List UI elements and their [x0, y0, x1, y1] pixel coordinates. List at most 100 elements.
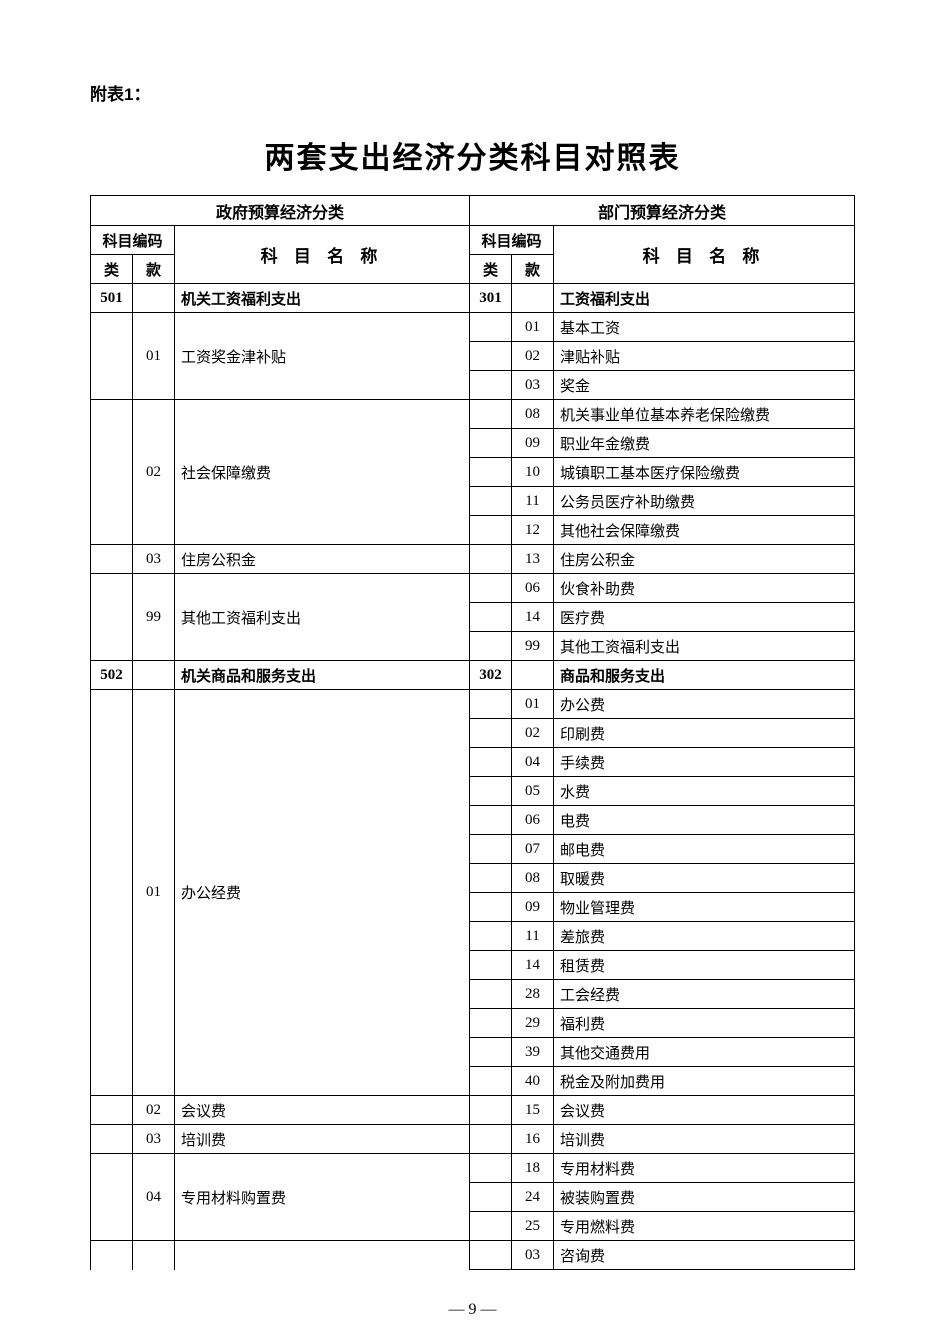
- header-gov-lei: 类: [91, 255, 133, 284]
- cell-dept-kuan: 01: [512, 313, 554, 342]
- table-header: 政府预算经济分类 部门预算经济分类 科目编码 科 目 名 称 科目编码 科 目 …: [91, 196, 855, 284]
- cell-dept-lei: [470, 1067, 512, 1096]
- cell-dept-lei: [470, 1038, 512, 1067]
- cell-dept-name: 工会经费: [554, 980, 855, 1009]
- cell-dept-name: 工资福利支出: [554, 284, 855, 313]
- cell-dept-lei: [470, 864, 512, 893]
- cell-dept-kuan: 99: [512, 632, 554, 661]
- cell-dept-lei: [470, 371, 512, 400]
- header-gov-group: 政府预算经济分类: [91, 196, 470, 226]
- cell-gov-name: 社会保障缴费: [175, 400, 470, 545]
- cell-dept-kuan: 10: [512, 458, 554, 487]
- cell-dept-name: 税金及附加费用: [554, 1067, 855, 1096]
- cell-gov-kuan: 03: [133, 545, 175, 574]
- cell-dept-kuan: 06: [512, 806, 554, 835]
- cell-dept-name: 专用燃料费: [554, 1212, 855, 1241]
- cell-dept-lei: [470, 487, 512, 516]
- cell-dept-lei: [470, 777, 512, 806]
- cell-dept-lei: [470, 1241, 512, 1270]
- cell-gov-name: 培训费: [175, 1125, 470, 1154]
- cell-dept-name: 咨询费: [554, 1241, 855, 1270]
- cell-dept-lei: [470, 603, 512, 632]
- cell-dept-kuan: 39: [512, 1038, 554, 1067]
- cell-dept-kuan: 08: [512, 864, 554, 893]
- cell-dept-name: 租赁费: [554, 951, 855, 980]
- cell-dept-name: 手续费: [554, 748, 855, 777]
- cell-dept-kuan: 29: [512, 1009, 554, 1038]
- cell-gov-name: 住房公积金: [175, 545, 470, 574]
- cell-dept-name: 邮电费: [554, 835, 855, 864]
- cell-dept-kuan: 14: [512, 603, 554, 632]
- cell-dept-lei: [470, 516, 512, 545]
- cell-gov-lei: [91, 1241, 133, 1270]
- cell-dept-name: 基本工资: [554, 313, 855, 342]
- table-row: 03培训费16培训费: [91, 1125, 855, 1154]
- cell-dept-lei: [470, 719, 512, 748]
- cell-dept-lei: [470, 835, 512, 864]
- cell-dept-kuan: 02: [512, 342, 554, 371]
- header-dept-group: 部门预算经济分类: [470, 196, 855, 226]
- cell-gov-lei: [91, 545, 133, 574]
- page-title: 两套支出经济分类科目对照表: [90, 133, 855, 177]
- cell-dept-name: 电费: [554, 806, 855, 835]
- cell-gov-lei: 501: [91, 284, 133, 313]
- cell-dept-name: 办公费: [554, 690, 855, 719]
- cell-gov-kuan: 04: [133, 1154, 175, 1241]
- cell-dept-name: 水费: [554, 777, 855, 806]
- cell-dept-kuan: 09: [512, 893, 554, 922]
- cell-dept-kuan: 02: [512, 719, 554, 748]
- cell-dept-kuan: [512, 284, 554, 313]
- cell-dept-lei: 301: [470, 284, 512, 313]
- cell-dept-name: 专用材料费: [554, 1154, 855, 1183]
- cell-dept-lei: [470, 1183, 512, 1212]
- cell-dept-kuan: 08: [512, 400, 554, 429]
- cell-dept-name: 差旅费: [554, 922, 855, 951]
- cell-dept-kuan: 06: [512, 574, 554, 603]
- cell-dept-name: 伙食补助费: [554, 574, 855, 603]
- table-row: 99其他工资福利支出06伙食补助费: [91, 574, 855, 603]
- cell-gov-kuan: [133, 1241, 175, 1270]
- cell-dept-kuan: 01: [512, 690, 554, 719]
- comparison-table: 政府预算经济分类 部门预算经济分类 科目编码 科 目 名 称 科目编码 科 目 …: [90, 195, 855, 1270]
- cell-gov-kuan: 03: [133, 1125, 175, 1154]
- cell-gov-lei: [91, 690, 133, 1096]
- table-row: 04专用材料购置费18专用材料费: [91, 1154, 855, 1183]
- cell-dept-kuan: 16: [512, 1125, 554, 1154]
- cell-dept-kuan: 15: [512, 1096, 554, 1125]
- header-gov-kuan: 款: [133, 255, 175, 284]
- table-row: 01工资奖金津补贴01基本工资: [91, 313, 855, 342]
- cell-dept-lei: [470, 400, 512, 429]
- header-gov-name: 科 目 名 称: [175, 226, 470, 284]
- cell-dept-lei: [470, 980, 512, 1009]
- cell-dept-kuan: 04: [512, 748, 554, 777]
- cell-dept-kuan: 11: [512, 922, 554, 951]
- cell-dept-lei: [470, 632, 512, 661]
- cell-dept-name: 公务员医疗补助缴费: [554, 487, 855, 516]
- cell-dept-name: 福利费: [554, 1009, 855, 1038]
- cell-dept-name: 职业年金缴费: [554, 429, 855, 458]
- cell-dept-lei: [470, 748, 512, 777]
- cell-dept-kuan: 09: [512, 429, 554, 458]
- cell-gov-name: 机关工资福利支出: [175, 284, 470, 313]
- cell-dept-lei: 302: [470, 661, 512, 690]
- cell-dept-name: 奖金: [554, 371, 855, 400]
- table-row: 02会议费15会议费: [91, 1096, 855, 1125]
- cell-gov-kuan: 01: [133, 313, 175, 400]
- cell-dept-lei: [470, 951, 512, 980]
- cell-dept-kuan: 24: [512, 1183, 554, 1212]
- cell-dept-name: 住房公积金: [554, 545, 855, 574]
- table-row: 501 机关工资福利支出301 工资福利支出: [91, 284, 855, 313]
- cell-dept-lei: [470, 893, 512, 922]
- cell-dept-lei: [470, 1212, 512, 1241]
- header-dept-name: 科 目 名 称: [554, 226, 855, 284]
- cell-dept-name: 机关事业单位基本养老保险缴费: [554, 400, 855, 429]
- header-gov-code: 科目编码: [91, 226, 175, 255]
- cell-gov-name: 专用材料购置费: [175, 1154, 470, 1241]
- cell-gov-name: 机关商品和服务支出: [175, 661, 470, 690]
- cell-dept-name: 其他交通费用: [554, 1038, 855, 1067]
- cell-gov-name: 其他工资福利支出: [175, 574, 470, 661]
- cell-gov-name: [175, 1241, 470, 1270]
- cell-dept-lei: [470, 1009, 512, 1038]
- cell-gov-kuan: 02: [133, 400, 175, 545]
- cell-dept-lei: [470, 458, 512, 487]
